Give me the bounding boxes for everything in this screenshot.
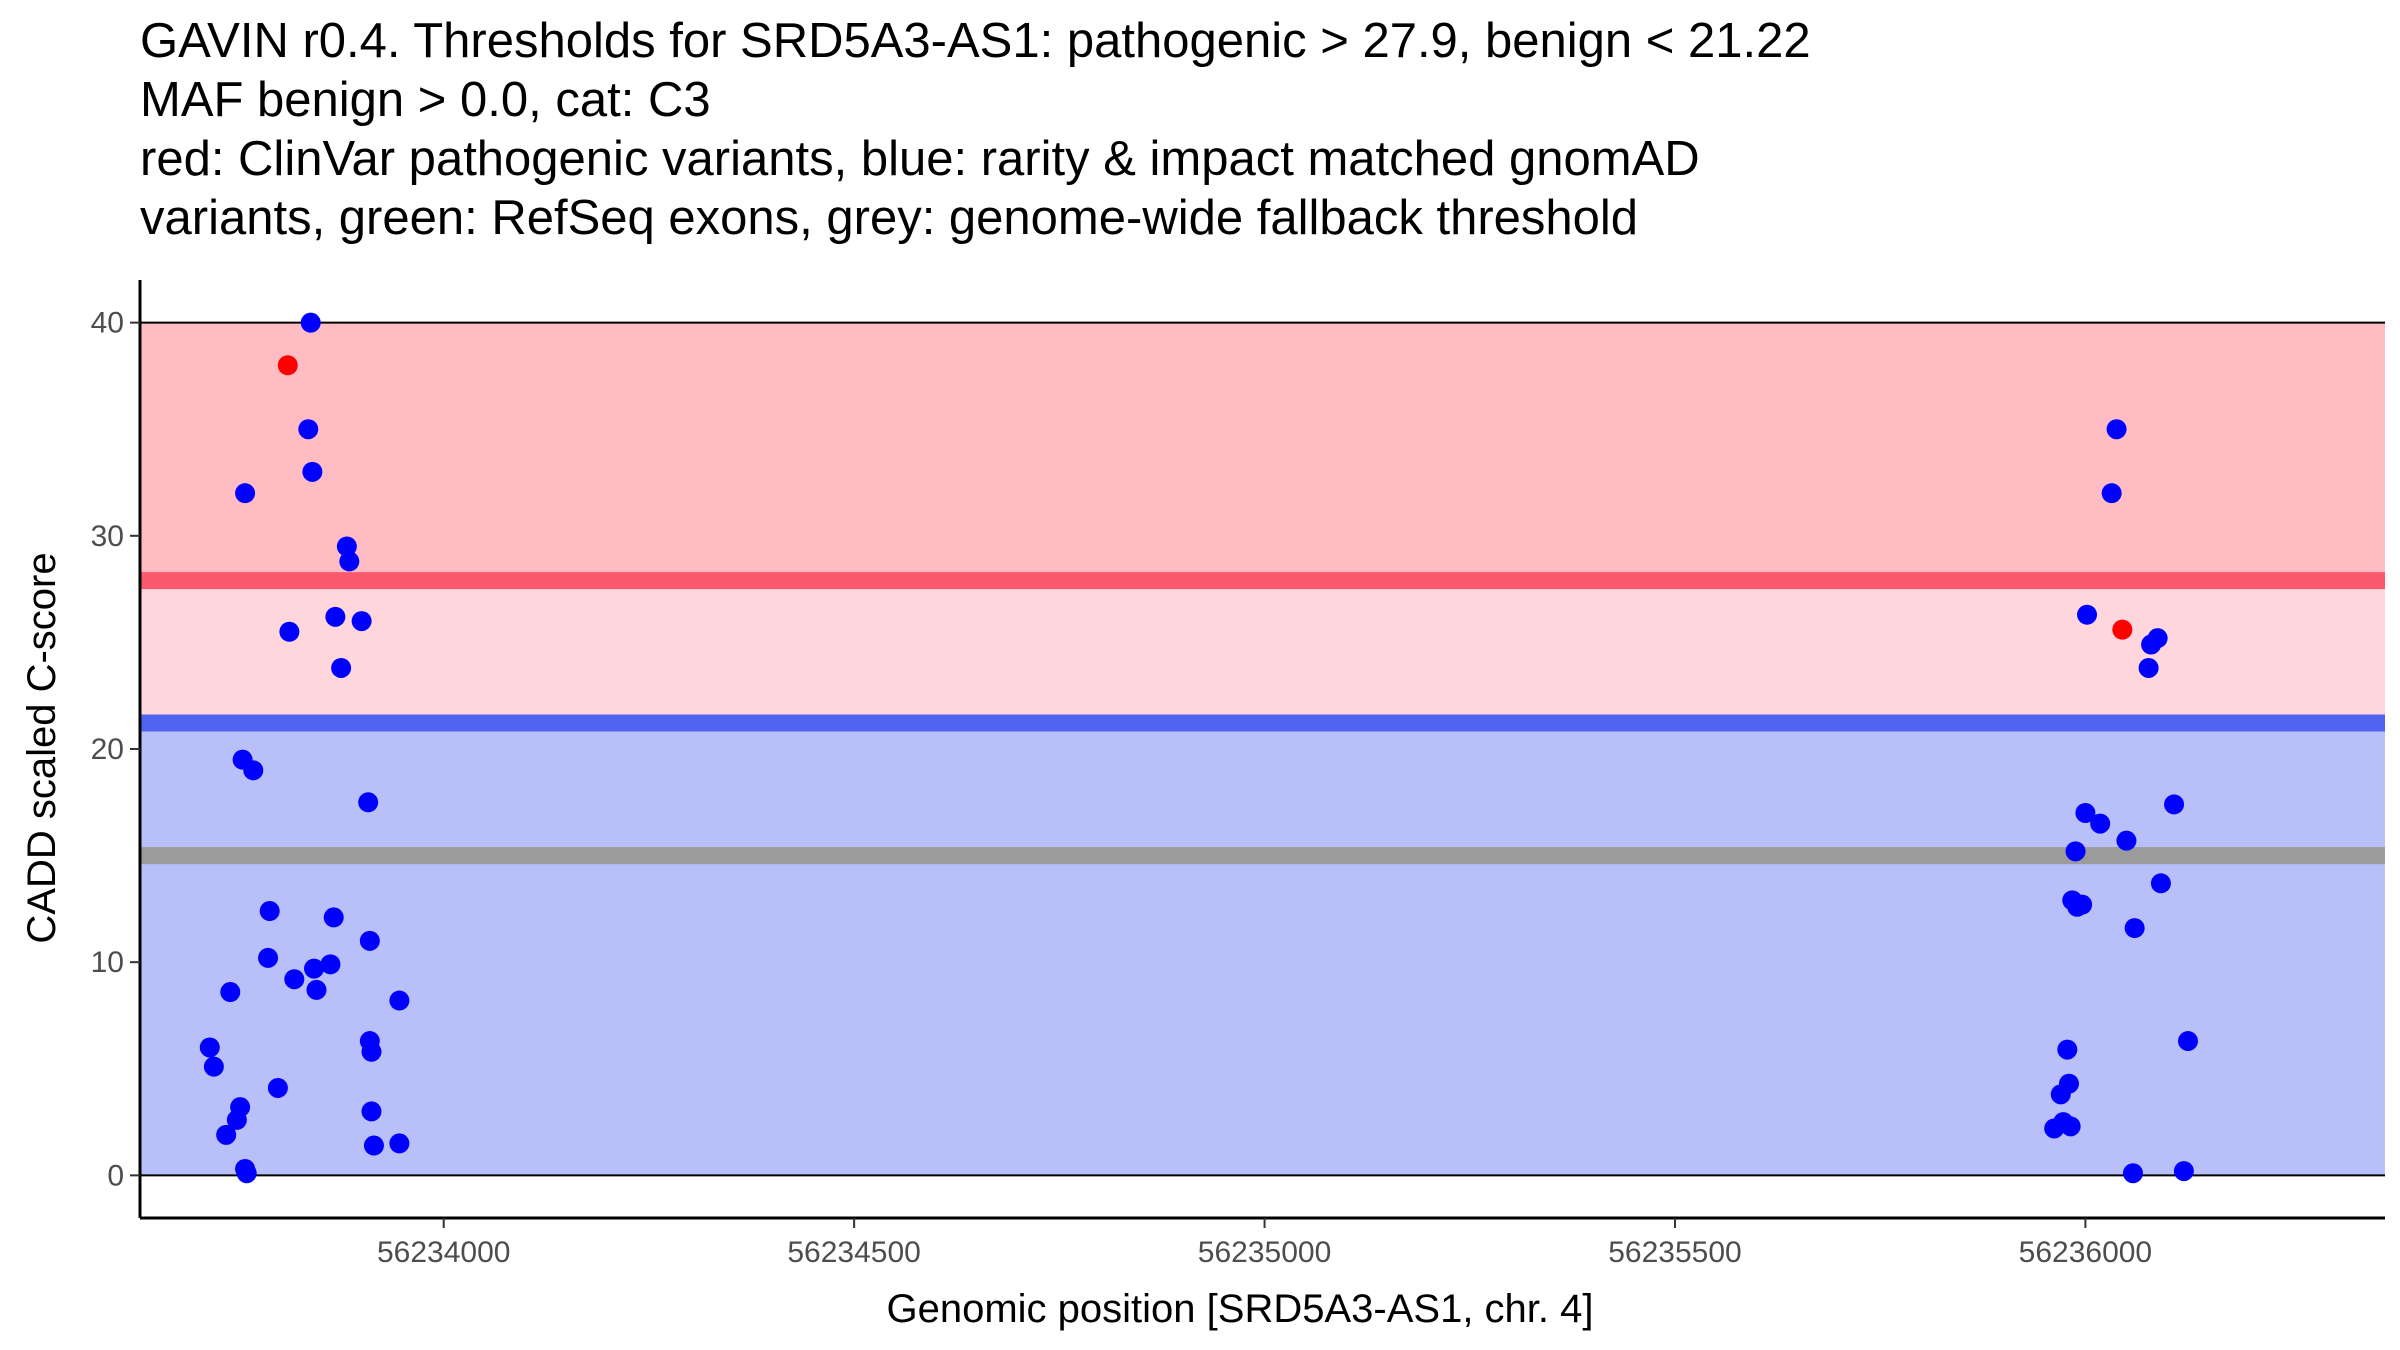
- data-point: [389, 1133, 410, 1154]
- data-point: [323, 907, 344, 928]
- data-point: [226, 1109, 247, 1130]
- data-point: [389, 990, 410, 1011]
- data-point: [2106, 419, 2127, 440]
- data-point: [235, 483, 256, 504]
- data-point: [279, 621, 300, 642]
- data-point: [361, 1101, 382, 1122]
- data-point: [2101, 483, 2122, 504]
- x-tick-label: 56235000: [1198, 1236, 1331, 1269]
- data-point: [2177, 1031, 2198, 1052]
- title-line-2: MAF benign > 0.0, cat: C3: [140, 73, 711, 127]
- y-axis-title: CADD scaled C-score: [20, 552, 64, 943]
- data-point: [304, 958, 325, 979]
- threshold-bands: [140, 322, 2385, 1176]
- data-point: [220, 982, 241, 1003]
- data-point: [2060, 1116, 2081, 1137]
- title-line-4: variants, green: RefSeq exons, grey: gen…: [140, 191, 1639, 245]
- data-point: [199, 1037, 220, 1058]
- data-points: [199, 312, 2198, 1184]
- data-point: [358, 792, 379, 813]
- benign-region-band: [140, 722, 2385, 1176]
- data-point: [2147, 628, 2168, 649]
- data-point: [2116, 830, 2137, 851]
- data-point: [363, 1135, 384, 1156]
- y-tick-label: 10: [91, 946, 124, 979]
- threshold-lines: [140, 321, 2385, 1177]
- y-tick-label: 30: [91, 520, 124, 553]
- data-point: [300, 312, 321, 333]
- data-point: [267, 1077, 288, 1098]
- data-point: [236, 1163, 257, 1184]
- data-point: [2173, 1161, 2194, 1182]
- data-point: [2150, 873, 2171, 894]
- data-point: [325, 606, 346, 627]
- chart-title: GAVIN r0.4. Thresholds for SRD5A3-AS1: p…: [140, 12, 1811, 248]
- data-point: [298, 419, 319, 440]
- data-point: [361, 1041, 382, 1062]
- data-point: [2123, 1163, 2144, 1184]
- data-point: [2065, 841, 2086, 862]
- pathogenic-region-band: [140, 322, 2385, 581]
- y-tick-label: 40: [91, 307, 124, 340]
- x-tick-label: 56234500: [787, 1236, 920, 1269]
- axes: 0 10 20 30 40 56234000 56234500 56235000 5623550…: [91, 280, 2385, 1269]
- data-point: [306, 979, 327, 1000]
- data-point: [2077, 604, 2098, 625]
- data-point: [336, 536, 357, 557]
- data-point: [2050, 1084, 2071, 1105]
- data-point: [258, 947, 279, 968]
- data-point: [2075, 802, 2096, 823]
- data-point: [259, 901, 280, 922]
- data-point: [2124, 918, 2145, 939]
- x-tick-label: 56234000: [377, 1236, 510, 1269]
- data-point: [359, 930, 380, 951]
- y-tick-label: 20: [91, 733, 124, 766]
- data-point: [277, 355, 298, 376]
- data-point: [2057, 1039, 2078, 1060]
- data-point: [320, 954, 341, 975]
- data-point: [216, 1124, 237, 1145]
- data-point: [351, 611, 372, 632]
- data-point: [2044, 1118, 2065, 1139]
- x-axis-title: Genomic position [SRD5A3-AS1, chr. 4]: [887, 1287, 1594, 1331]
- data-point: [203, 1056, 224, 1077]
- data-point: [2164, 794, 2185, 815]
- data-point: [284, 969, 305, 990]
- y-tick-label: 0: [107, 1159, 124, 1192]
- data-point: [331, 657, 352, 678]
- data-point: [2090, 813, 2111, 834]
- data-point: [2112, 619, 2133, 640]
- uncertain-region-band: [140, 580, 2385, 723]
- data-point: [243, 760, 264, 781]
- title-line-3: red: ClinVar pathogenic variants, blue: …: [140, 132, 1700, 186]
- data-point: [2072, 894, 2093, 915]
- data-point: [302, 461, 323, 482]
- title-line-1: GAVIN r0.4. Thresholds for SRD5A3-AS1: p…: [140, 14, 1811, 68]
- data-point: [2138, 657, 2159, 678]
- x-tick-label: 56236000: [2019, 1236, 2152, 1269]
- x-tick-label: 56235500: [1608, 1236, 1741, 1269]
- data-point: [339, 551, 360, 572]
